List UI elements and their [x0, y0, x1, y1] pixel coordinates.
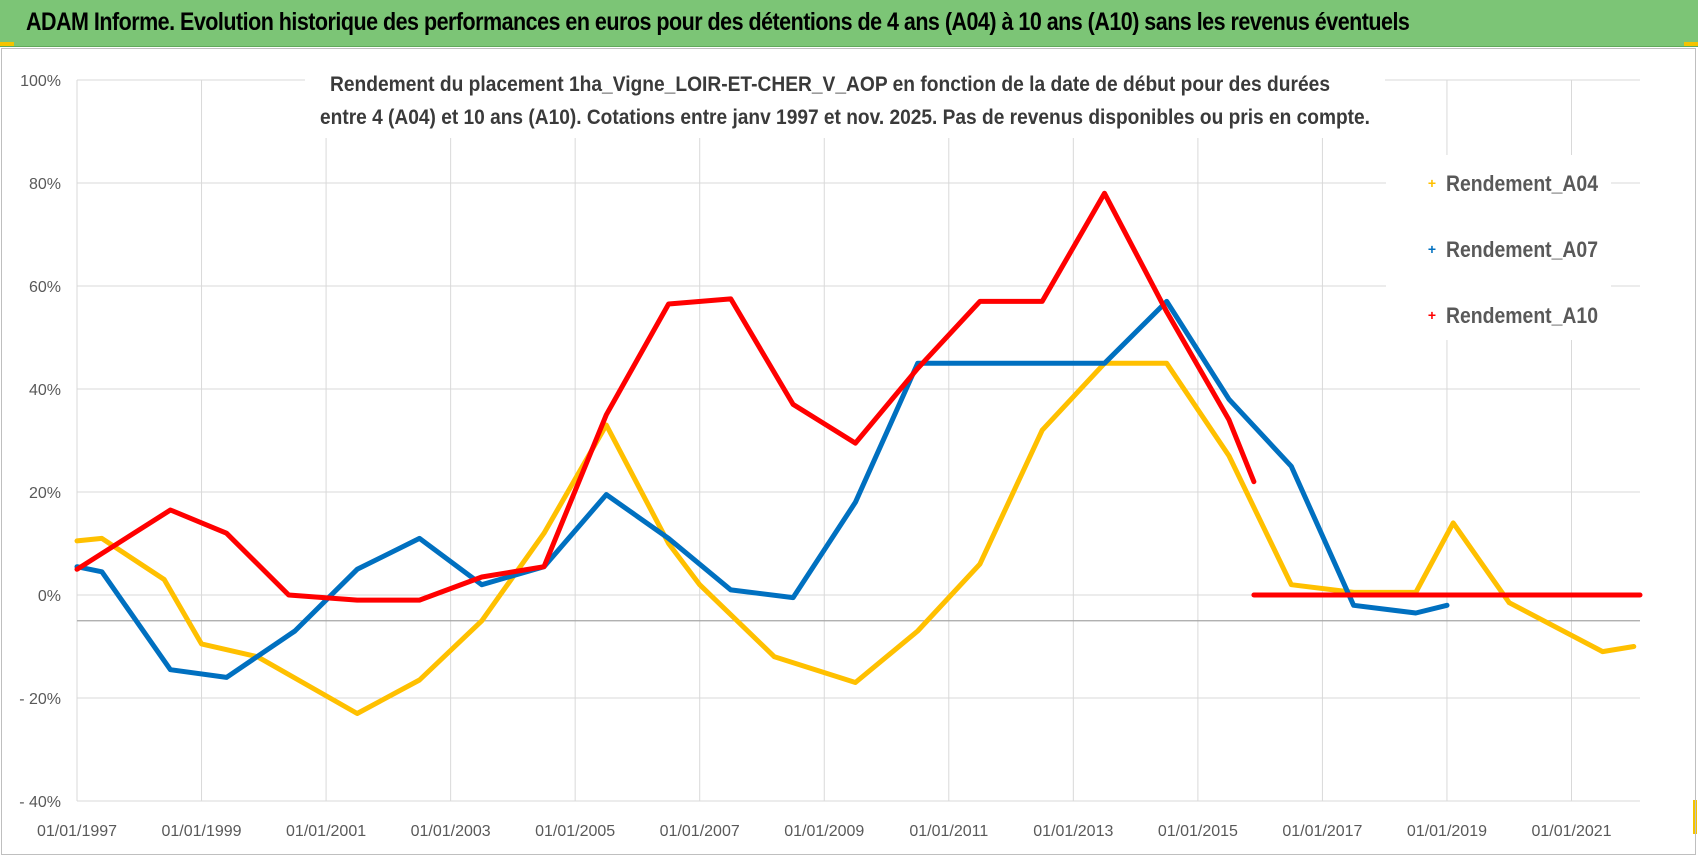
y-tick-label-0: 100% [20, 73, 61, 90]
header-banner: ADAM Informe. Evolution historique des p… [0, 0, 1698, 47]
chart-frame [1, 48, 1696, 855]
chart-title-line-1: Rendement du placement 1ha_Vigne_LOIR-ET… [330, 73, 1330, 96]
x-tick-label-4: 01/01/2005 [535, 823, 615, 840]
x-tick-label-0: 01/01/1997 [37, 823, 117, 840]
x-tick-label-1: 01/01/1999 [162, 823, 242, 840]
legend: + Rendement_A04 + Rendement_A07 + Rendement_A… [1428, 171, 1599, 328]
y-tick-label-7: - 40% [19, 794, 61, 811]
series-line-rendement_a04 [74, 360, 1637, 716]
corner-mark-top-left [0, 42, 14, 46]
x-tick-label-10: 01/01/2017 [1282, 823, 1362, 840]
x-tick-label-9: 01/01/2015 [1158, 823, 1238, 840]
y-tick-label-1: 80% [29, 176, 61, 193]
y-tick-label-5: 0% [38, 588, 61, 605]
legend-label-2: Rendement_A10 [1446, 303, 1598, 328]
x-tick-label-11: 01/01/2019 [1407, 823, 1487, 840]
page-title: ADAM Informe. Evolution historique des p… [26, 8, 1410, 36]
series-line-rendement_a10 [74, 190, 1257, 603]
chart-title-background [305, 62, 1385, 138]
legend-label-0: Rendement_A04 [1446, 171, 1599, 196]
y-tick-labels: 100% 80% 60% 40% 20% 0% - 20% - 40% [19, 73, 61, 811]
x-tick-label-5: 01/01/2007 [660, 823, 740, 840]
x-tick-label-8: 01/01/2013 [1033, 823, 1113, 840]
legend-background [1386, 155, 1611, 340]
chart-title-line-2: entre 4 (A04) et 10 ans (A10). Cotations… [320, 106, 1370, 129]
corner-mark-top-right [1684, 42, 1698, 46]
legend-label-1: Rendement_A07 [1446, 237, 1598, 262]
x-tick-label-2: 01/01/2001 [286, 823, 366, 840]
x-tick-label-3: 01/01/2003 [411, 823, 491, 840]
y-tick-label-6: - 20% [19, 691, 61, 708]
x-tick-label-12: 01/01/2021 [1531, 823, 1611, 840]
series-line-rendement_a07 [74, 298, 1450, 680]
y-tick-label-2: 60% [29, 279, 61, 296]
series-lines [74, 190, 1643, 716]
y-tick-label-3: 40% [29, 382, 61, 399]
x-tick-labels: 01/01/1997 01/01/1999 01/01/2001 01/01/2003… [37, 823, 1612, 840]
y-tick-label-4: 20% [29, 485, 61, 502]
legend-marker-2: + [1428, 307, 1436, 323]
x-tick-label-6: 01/01/2009 [784, 823, 864, 840]
legend-marker-1: + [1428, 241, 1436, 257]
legend-marker-0: + [1428, 175, 1436, 191]
x-tick-label-7: 01/01/2011 [909, 823, 988, 840]
